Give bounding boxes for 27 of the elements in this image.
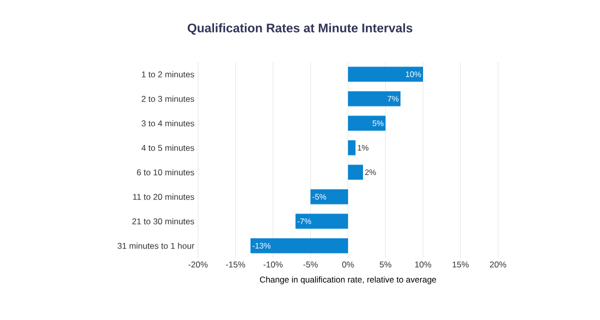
bar (348, 116, 386, 131)
bar (348, 140, 356, 156)
x-tick-label: -10% (264, 262, 283, 268)
y-tick-label: 11 to 20 minutes (133, 194, 194, 200)
y-tick-label: 6 to 10 minutes (137, 169, 194, 176)
bar (348, 91, 401, 106)
x-tick-label: -20% (188, 262, 208, 268)
y-tick-label: 2 to 3 minutes (142, 96, 194, 102)
x-axis-title: Change in qualification rate, relative to average (260, 276, 436, 284)
y-tick-label: 31 minutes to 1 hour (118, 242, 194, 249)
x-tick-label: -15% (226, 262, 246, 268)
x-tick-label: 10% (415, 262, 432, 268)
y-tick-label: 4 to 5 minutes (141, 144, 194, 151)
y-tick-label: 1 to 2 minutes (142, 71, 194, 78)
bar (296, 214, 348, 229)
x-tick-label: 0% (342, 262, 354, 268)
y-tick-label: 3 to 4 minutes (142, 120, 194, 126)
bar (250, 238, 348, 254)
x-tick-label: -5% (303, 262, 318, 268)
bar (348, 66, 424, 82)
x-tick-label: 15% (452, 262, 469, 268)
bar (310, 189, 348, 204)
bar (348, 164, 364, 180)
chart-title: Qualification Rates at Minute Intervals (188, 23, 412, 35)
y-tick-label: 21 to 30 minutes (132, 218, 194, 224)
x-tick-label: 5% (380, 262, 392, 268)
x-tick-label: 20% (490, 262, 506, 268)
